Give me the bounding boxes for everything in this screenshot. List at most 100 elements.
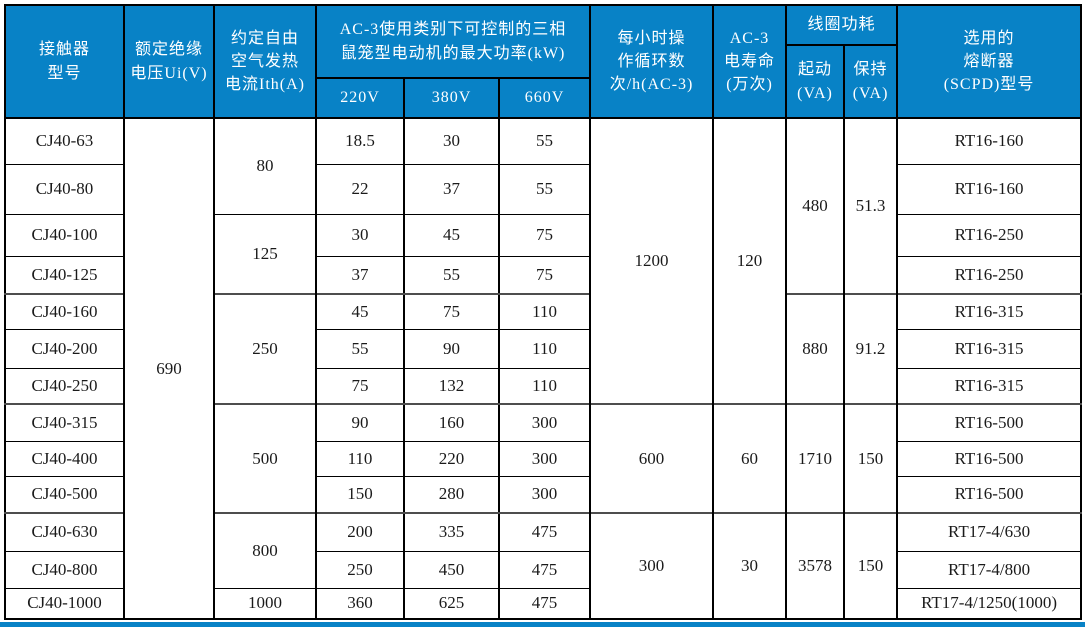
cell-p380: 90 <box>403 328 500 369</box>
cell-coil-hold: 91.2 <box>843 293 899 405</box>
cell-model: CJ40-200 <box>4 328 125 369</box>
header-ith: 约定自由 空气发热 电流Ith(A) <box>213 4 317 119</box>
table-row: CJ40-100 125 30 45 75 RT16-250 <box>4 213 1083 295</box>
cell-p660: 110 <box>497 367 592 405</box>
cell-p660: 475 <box>497 512 592 552</box>
cell-life: 120 <box>712 117 788 405</box>
cell-p660: 110 <box>497 328 592 369</box>
header-ops: 每小时操 作循环数 次/h(AC-3) <box>589 4 715 119</box>
cell-p220: 45 <box>315 293 405 330</box>
cell-p220: 30 <box>315 213 405 257</box>
cell-fuse: RT17-4/630 <box>896 512 1083 552</box>
cell-fuse: RT16-500 <box>896 440 1083 477</box>
cell-p220: 360 <box>315 587 405 620</box>
table-row: CJ40-125 37 55 75 RT16-250 <box>4 255 1083 295</box>
cell-model: CJ40-100 <box>4 213 125 257</box>
cell-p660: 75 <box>497 213 592 257</box>
cell-ith: 1000 <box>213 587 317 620</box>
table-row: CJ40-80 22 37 55 RT16-160 <box>4 163 1083 215</box>
header-row-1: 接触器 型号 额定绝缘 电压Ui(V) 约定自由 空气发热 电流Ith(A) A… <box>4 4 1083 119</box>
cell-p660: 75 <box>497 255 592 295</box>
cell-fuse: RT17-4/1250(1000) <box>896 587 1083 620</box>
cell-coil-hold: 150 <box>843 403 899 514</box>
cell-coil-start: 880 <box>785 293 846 405</box>
cell-p220: 110 <box>315 440 405 477</box>
cell-fuse: RT17-4/800 <box>896 550 1083 589</box>
header-life: AC-3 电寿命 (万次) <box>712 4 788 119</box>
cell-ops: 1200 <box>589 117 715 405</box>
cell-fuse: RT16-500 <box>896 475 1083 514</box>
cell-fuse: RT16-160 <box>896 163 1083 215</box>
cell-p380: 132 <box>403 367 500 405</box>
table-row: CJ40-315 500 90 160 300 600 60 1710 150 … <box>4 403 1083 514</box>
cell-p660: 55 <box>497 117 592 165</box>
cell-p380: 625 <box>403 587 500 620</box>
header-coil-start: 起动 (VA) <box>785 44 846 119</box>
cell-p380: 30 <box>403 117 500 165</box>
cell-fuse: RT16-315 <box>896 293 1083 330</box>
cell-ith: 80 <box>213 117 317 215</box>
table-row: CJ40-500 150 280 300 RT16-500 <box>4 475 1083 514</box>
cell-fuse: RT16-250 <box>896 255 1083 295</box>
cell-p220: 37 <box>315 255 405 295</box>
table-header: 接触器 型号 额定绝缘 电压Ui(V) 约定自由 空气发热 电流Ith(A) A… <box>4 4 1083 119</box>
cell-p220: 22 <box>315 163 405 215</box>
cell-p220: 150 <box>315 475 405 514</box>
table-row: CJ40-63 690 80 18.5 30 55 1200 120 480 5… <box>4 117 1083 620</box>
table-body: CJ40-63 690 80 18.5 30 55 1200 120 480 5… <box>4 117 1083 620</box>
cell-fuse: RT16-500 <box>896 403 1083 442</box>
cell-voltage: 690 <box>123 117 215 620</box>
cell-model: CJ40-800 <box>4 550 125 589</box>
cell-coil-start: 1710 <box>785 403 846 514</box>
cell-ops: 300 <box>589 512 715 620</box>
cell-p660: 300 <box>497 403 592 442</box>
cell-model: CJ40-125 <box>4 255 125 295</box>
cell-coil-start: 3578 <box>785 512 846 620</box>
cell-life: 60 <box>712 403 788 514</box>
cell-model: CJ40-250 <box>4 367 125 405</box>
cell-p220: 18.5 <box>315 117 405 165</box>
cell-model: CJ40-160 <box>4 293 125 330</box>
cell-p220: 200 <box>315 512 405 552</box>
cell-p220: 250 <box>315 550 405 589</box>
cell-ith: 125 <box>213 213 317 295</box>
cell-p380: 75 <box>403 293 500 330</box>
cell-p660: 110 <box>497 293 592 330</box>
cell-fuse: RT16-250 <box>896 213 1083 257</box>
cell-p660: 55 <box>497 163 592 215</box>
cell-ith: 800 <box>213 512 317 589</box>
table-row: CJ40-160 250 45 75 110 880 91.2 RT16-315 <box>4 293 1083 405</box>
header-row-3: 220V 380V 660V <box>5 77 1081 119</box>
cell-p380: 45 <box>403 213 500 257</box>
cell-model: CJ40-400 <box>4 440 125 477</box>
bottom-accent-bar <box>0 622 1085 627</box>
contactor-spec-table: 接触器 型号 额定绝缘 电压Ui(V) 约定自由 空气发热 电流Ith(A) A… <box>4 4 1083 620</box>
cell-p380: 55 <box>403 255 500 295</box>
cell-coil-hold: 150 <box>843 512 899 620</box>
header-power-group: AC-3使用类别下可控制的三相 鼠笼型电动机的最大功率(kW) <box>314 4 592 79</box>
table-row: CJ40-630 800 200 335 475 300 30 3578 150… <box>4 512 1083 620</box>
table-row: CJ40-250 75 132 110 RT16-315 <box>4 367 1083 405</box>
cell-ith: 500 <box>213 403 317 514</box>
cell-coil-start: 480 <box>785 117 846 295</box>
cell-p660: 300 <box>497 440 592 477</box>
cell-p660: 300 <box>497 475 592 514</box>
cell-life: 30 <box>712 512 788 620</box>
header-fuse: 选用的 熔断器 (SCPD)型号 <box>896 4 1083 119</box>
cell-p380: 450 <box>403 550 500 589</box>
cell-p380: 220 <box>403 440 500 477</box>
cell-model: CJ40-80 <box>4 163 125 215</box>
cell-p380: 160 <box>403 403 500 442</box>
header-coil-hold: 保持 (VA) <box>843 44 899 119</box>
cell-model: CJ40-315 <box>4 403 125 442</box>
cell-ops: 600 <box>589 403 715 514</box>
header-coil-group: 线圈功耗 <box>785 4 899 46</box>
table-row: CJ40-400 110 220 300 RT16-500 <box>4 440 1083 477</box>
cell-ith: 250 <box>213 293 317 405</box>
cell-model: CJ40-63 <box>4 117 125 165</box>
table-row: CJ40-200 55 90 110 RT16-315 <box>4 328 1083 369</box>
cell-p380: 335 <box>403 512 500 552</box>
table-row: CJ40-1000 1000 360 625 475 RT17-4/1250(1… <box>4 587 1083 620</box>
cell-p220: 75 <box>315 367 405 405</box>
